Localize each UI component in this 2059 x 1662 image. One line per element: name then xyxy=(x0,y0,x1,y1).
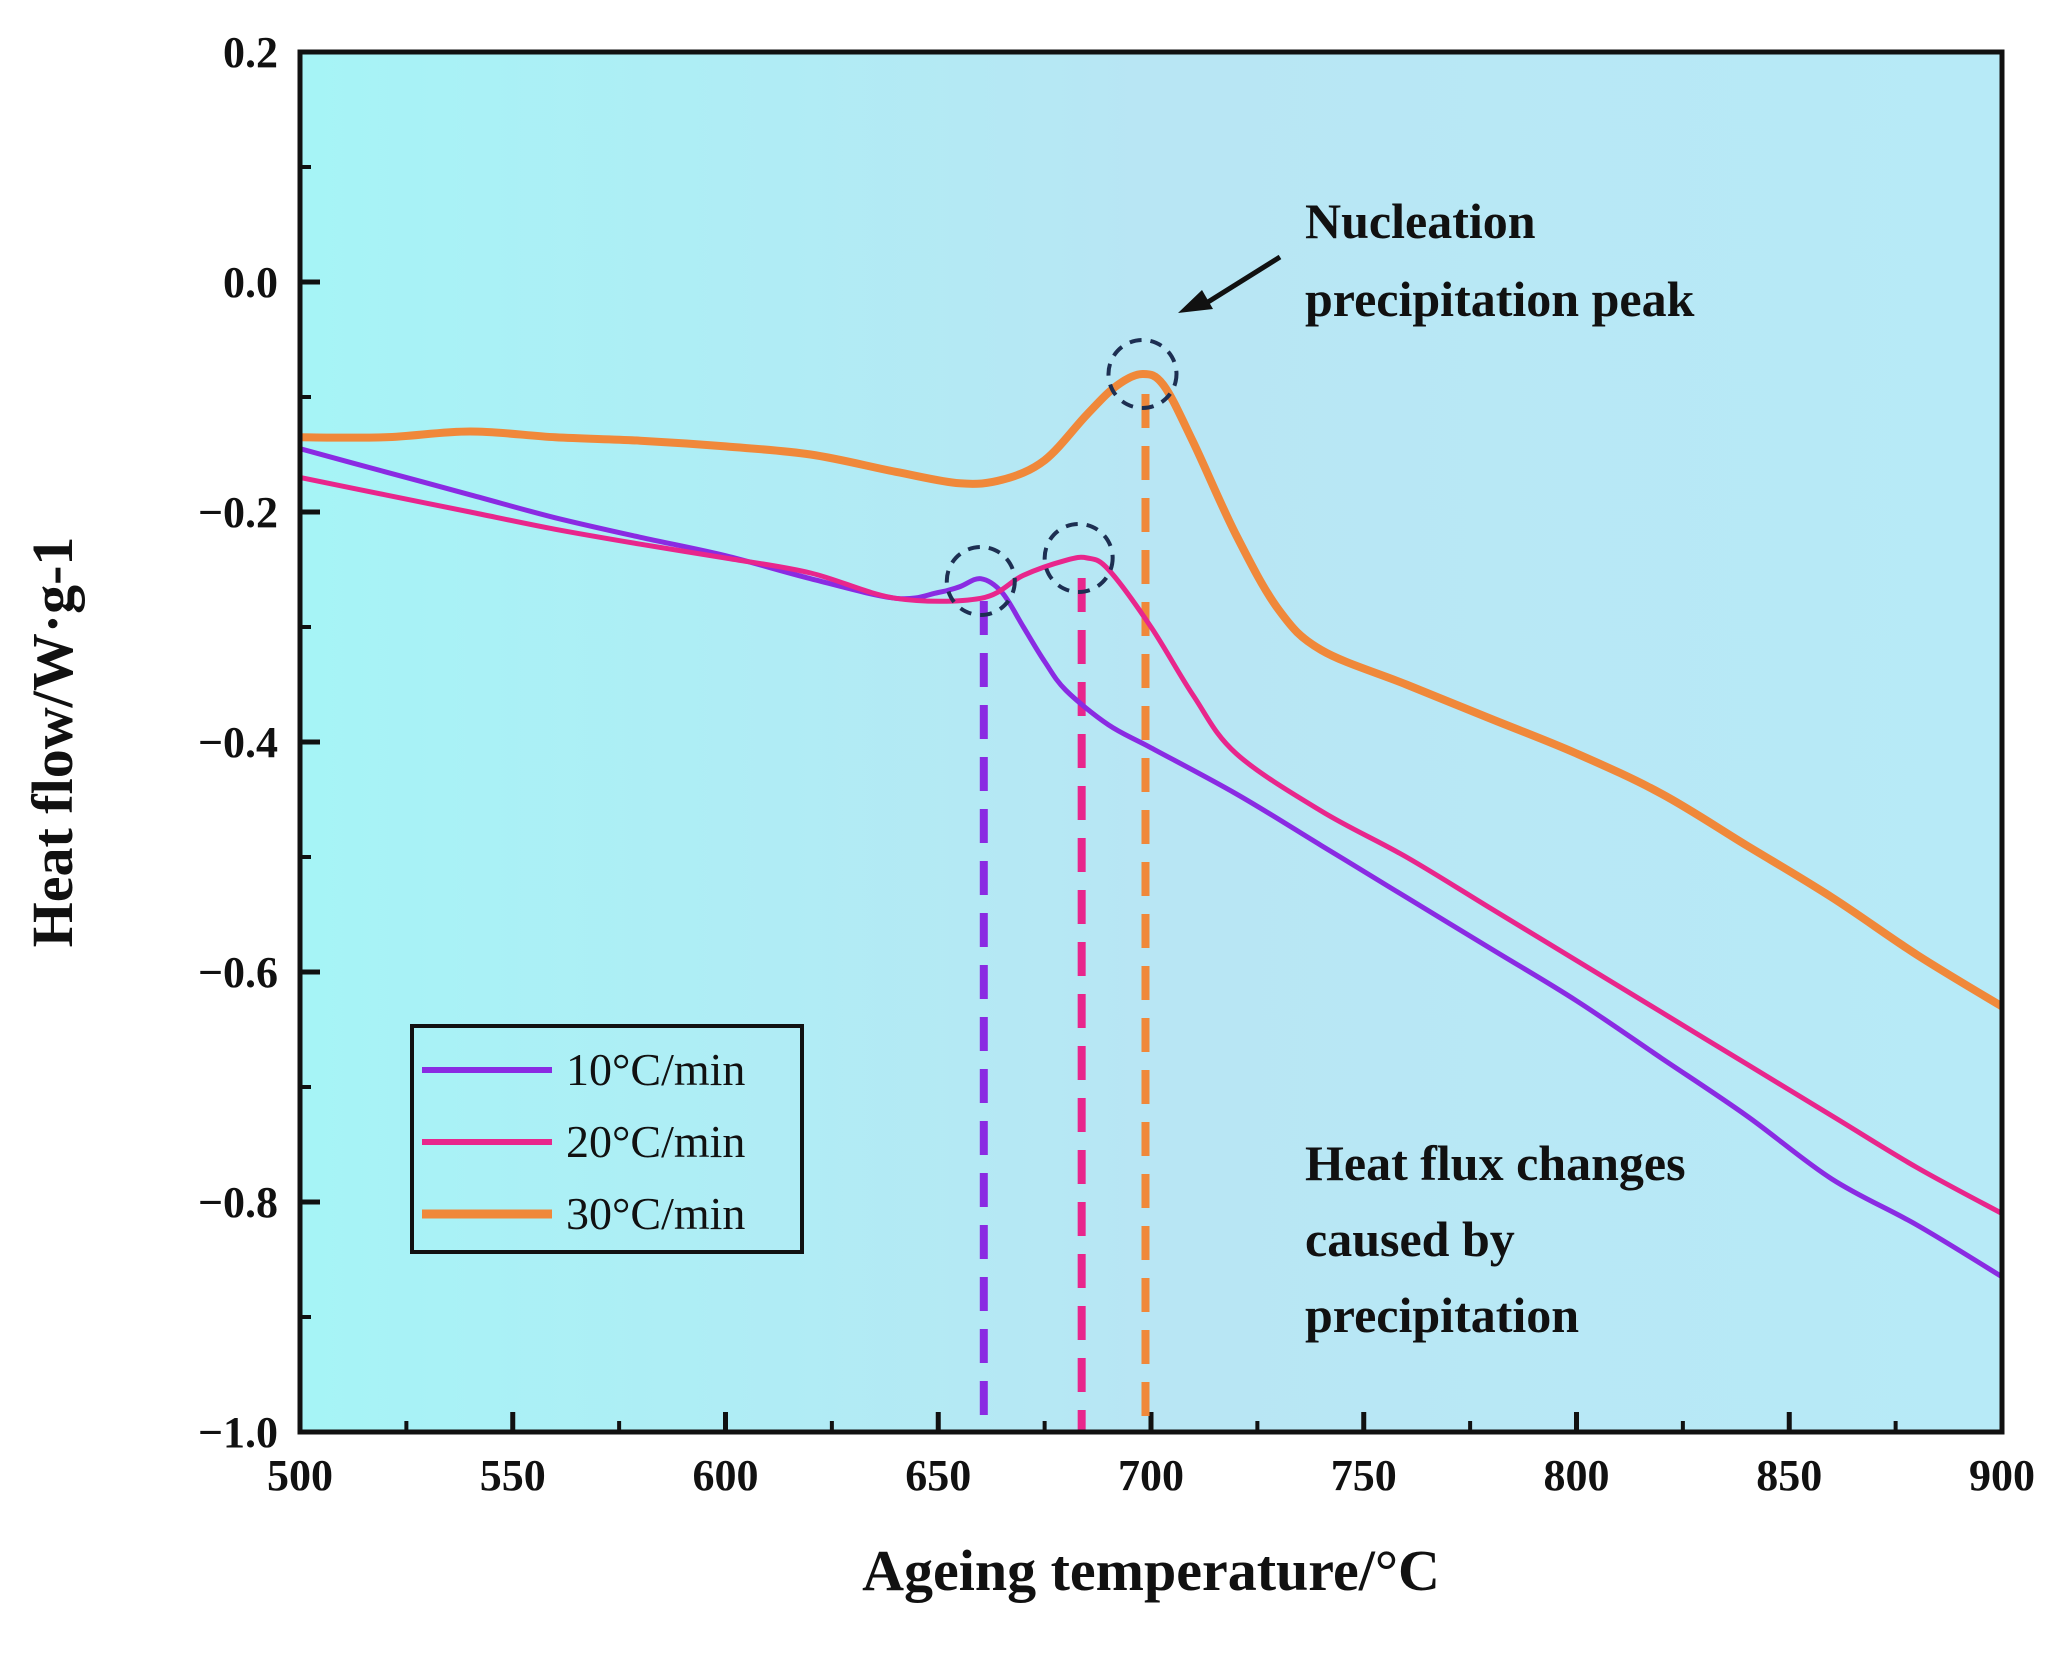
x-axis-title: Ageing temperature/°C xyxy=(862,1538,1440,1603)
peak-circle-10 xyxy=(944,545,1017,617)
y-axis-title: Heat flow/W·g-1 xyxy=(20,537,85,948)
x-tick-label-550: 550 xyxy=(480,1451,546,1500)
x-tick-label-650: 650 xyxy=(905,1451,971,1500)
series-line-30 xyxy=(300,370,2002,1011)
annotation-arrow-shaft xyxy=(1206,254,1282,305)
y-tick-label-1: 0.0 xyxy=(223,258,278,307)
y-tick-label-0: 0.2 xyxy=(223,28,278,77)
legend-label-20: 20°C/min xyxy=(566,1116,745,1167)
legend-item-10: 10°C/min xyxy=(422,1044,745,1095)
x-tick-label-600: 600 xyxy=(693,1451,759,1500)
x-tick-label-700: 700 xyxy=(1118,1451,1184,1500)
annotation-nucleation: Nucleation precipitation peak xyxy=(1178,193,1695,327)
annotation-heat-flux-line-2: caused by xyxy=(1305,1211,1515,1267)
legend-box xyxy=(410,1024,804,1254)
series-line-20 xyxy=(300,475,2002,1216)
annotation-nucleation-line-2: precipitation peak xyxy=(1305,271,1695,327)
peak-circle-30 xyxy=(1106,338,1179,410)
legend: 10°C/min 20°C/min 30°C/min xyxy=(410,1024,804,1254)
x-tick-label-850: 850 xyxy=(1756,1451,1822,1500)
legend-label-10: 10°C/min xyxy=(566,1044,745,1095)
x-tick-label-500: 500 xyxy=(267,1451,333,1500)
plot-area-frame xyxy=(297,49,2005,1435)
x-tick-label-800: 800 xyxy=(1544,1451,1610,1500)
peak-circles xyxy=(944,338,1179,617)
legend-item-20: 20°C/min xyxy=(422,1116,745,1167)
legend-label-30: 30°C/min xyxy=(566,1188,745,1239)
annotation-heat-flux-line-1: Heat flux changes xyxy=(1305,1135,1686,1191)
y-tick-label-4: −0.6 xyxy=(198,948,278,997)
y-tick-label-3: −0.4 xyxy=(198,718,278,767)
annotation-arrow-head xyxy=(1178,290,1213,313)
y-tick-label-6: −1.0 xyxy=(198,1408,278,1457)
legend-item-30: 30°C/min xyxy=(422,1188,745,1239)
plot-area-background xyxy=(300,52,2002,1432)
annotation-heat-flux-line-3: precipitation xyxy=(1305,1287,1579,1343)
x-axis-tick-labels: 500 550 600 650 700 750 800 850 900 xyxy=(267,1451,2035,1500)
peak-circle-20 xyxy=(1042,522,1115,594)
series-lines xyxy=(300,370,2002,1280)
y-axis-tick-labels: 0.2 0.0 −0.2 −0.4 −0.6 −0.8 −1.0 xyxy=(198,28,278,1457)
x-tick-label-900: 900 xyxy=(1969,1451,2035,1500)
y-tick-label-2: −0.2 xyxy=(198,488,278,537)
series-line-10 xyxy=(300,446,2002,1280)
x-tick-label-750: 750 xyxy=(1331,1451,1397,1500)
annotation-nucleation-line-1: Nucleation xyxy=(1305,193,1536,249)
annotation-heat-flux: Heat flux changes caused by precipitatio… xyxy=(1305,1135,1686,1343)
peak-dashed-lines xyxy=(979,394,1150,1432)
y-tick-label-5: −0.8 xyxy=(198,1178,278,1227)
